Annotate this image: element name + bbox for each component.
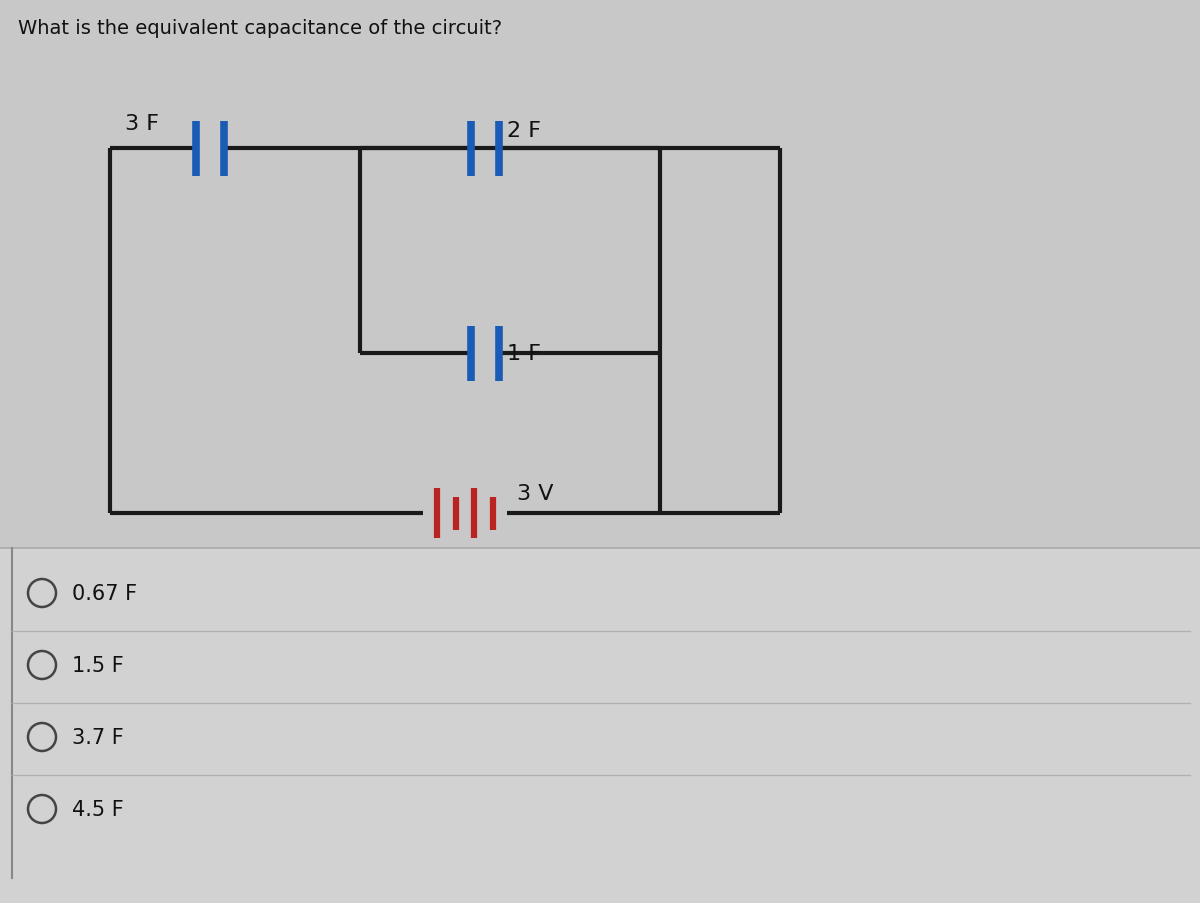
Text: 3 V: 3 V <box>517 483 553 504</box>
Text: 1 F: 1 F <box>506 344 541 364</box>
FancyBboxPatch shape <box>0 0 1200 548</box>
Text: 2 F: 2 F <box>506 121 541 141</box>
Text: 3 F: 3 F <box>125 114 158 134</box>
Text: What is the equivalent capacitance of the circuit?: What is the equivalent capacitance of th… <box>18 19 502 38</box>
Text: 3.7 F: 3.7 F <box>72 727 124 747</box>
Text: 1.5 F: 1.5 F <box>72 656 124 675</box>
FancyBboxPatch shape <box>0 548 1200 903</box>
Text: 0.67 F: 0.67 F <box>72 583 137 603</box>
Text: 4.5 F: 4.5 F <box>72 799 124 819</box>
